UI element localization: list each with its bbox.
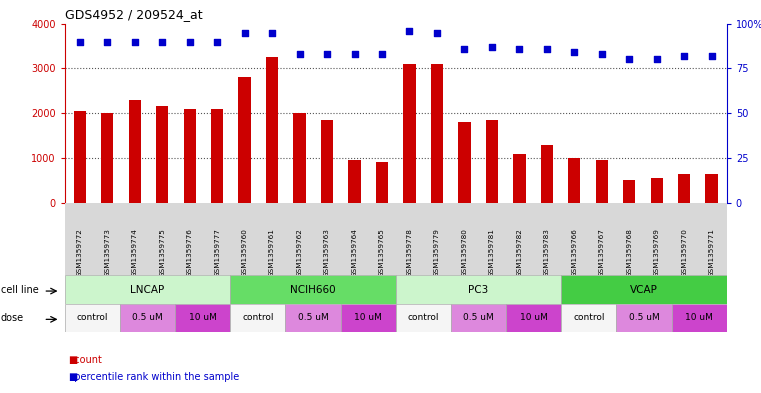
Point (596, 51, 608, 57)
Point (266, 29, 279, 36)
Bar (340, 304, 396, 332)
Point (403, 28, 416, 34)
Bar (396, 275, 561, 304)
Text: ■: ■ (68, 354, 78, 365)
Bar (65, 275, 230, 304)
Point (541, 46, 553, 52)
Text: percentile rank within the sample: percentile rank within the sample (68, 372, 240, 382)
Text: GDS4952 / 209524_at: GDS4952 / 209524_at (65, 8, 202, 21)
Bar (651, 178, 663, 203)
Bar (540, 145, 553, 203)
Point (211, 39, 223, 45)
Bar (396, 304, 451, 332)
Bar (458, 122, 470, 203)
Text: LNCAP: LNCAP (130, 285, 164, 295)
Point (678, 53, 690, 59)
Point (486, 44, 498, 50)
Bar (671, 304, 727, 332)
Bar (183, 109, 196, 203)
Bar (678, 174, 690, 203)
Bar (568, 158, 581, 203)
Bar (376, 162, 388, 203)
Bar (65, 304, 119, 332)
Point (349, 51, 361, 57)
Text: control: control (77, 314, 108, 322)
Text: 0.5 uM: 0.5 uM (463, 314, 494, 322)
Bar (349, 160, 361, 203)
Point (156, 39, 168, 45)
Point (101, 39, 113, 45)
Point (183, 39, 196, 45)
Bar (211, 109, 223, 203)
Text: control: control (408, 314, 439, 322)
Point (238, 29, 250, 36)
Text: count: count (68, 354, 103, 365)
Bar (175, 304, 230, 332)
Point (458, 46, 470, 52)
Point (568, 49, 581, 55)
Text: 0.5 uM: 0.5 uM (132, 314, 163, 322)
Point (623, 56, 635, 62)
Text: 0.5 uM: 0.5 uM (298, 314, 328, 322)
Bar (451, 304, 506, 332)
Text: 10 uM: 10 uM (189, 314, 217, 322)
Bar (238, 77, 251, 203)
Text: NCIH660: NCIH660 (290, 285, 336, 295)
Bar (119, 304, 175, 332)
Text: control: control (242, 314, 273, 322)
Bar (230, 275, 396, 304)
Point (74, 39, 86, 45)
Text: control: control (573, 314, 604, 322)
Point (705, 53, 718, 59)
Bar (129, 100, 141, 203)
Bar (230, 304, 285, 332)
Point (129, 39, 141, 45)
Text: 10 uM: 10 uM (685, 314, 713, 322)
Bar (403, 64, 416, 203)
Text: ■: ■ (68, 372, 78, 382)
Bar (266, 57, 279, 203)
Bar (623, 180, 635, 203)
Bar (321, 120, 333, 203)
Point (321, 51, 333, 57)
Text: PC3: PC3 (468, 285, 489, 295)
Bar (513, 154, 526, 203)
Bar (561, 275, 727, 304)
Bar (486, 120, 498, 203)
Bar (74, 111, 86, 203)
Text: cell line: cell line (1, 285, 39, 295)
Bar (561, 304, 616, 332)
Point (376, 51, 388, 57)
Point (651, 56, 663, 62)
Text: VCAP: VCAP (630, 285, 658, 295)
Text: 10 uM: 10 uM (520, 314, 548, 322)
Text: 0.5 uM: 0.5 uM (629, 314, 659, 322)
Bar (294, 113, 306, 203)
Bar (616, 304, 671, 332)
Bar (285, 304, 341, 332)
Bar (431, 64, 443, 203)
Text: dose: dose (1, 313, 24, 323)
Point (513, 46, 525, 52)
Bar (101, 113, 113, 203)
Bar (705, 174, 718, 203)
Point (431, 29, 443, 36)
Bar (596, 160, 608, 203)
Point (294, 51, 306, 57)
Text: 10 uM: 10 uM (354, 314, 382, 322)
Bar (156, 107, 168, 203)
Bar (506, 304, 561, 332)
